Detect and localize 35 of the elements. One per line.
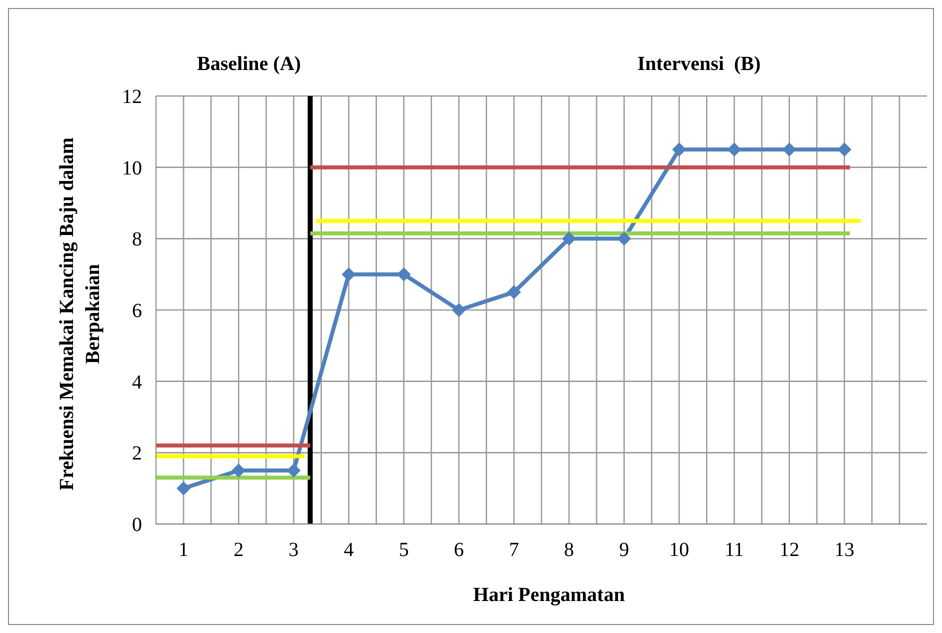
x-tick-label: 1 <box>178 539 189 562</box>
y-tick-label: 0 <box>132 514 142 536</box>
point <box>396 267 411 282</box>
x-tick-label: 9 <box>619 539 630 562</box>
point <box>452 303 466 317</box>
y-tick-label: 12 <box>122 86 142 108</box>
x-tick-label: 5 <box>398 539 409 562</box>
y-axis-title: Frekuensi Memakai Kancing Baju dalam Berpakaian <box>55 136 105 492</box>
point <box>727 142 742 156</box>
x-tick-label: 10 <box>669 539 690 562</box>
y-tick-label: 6 <box>132 300 142 322</box>
point <box>617 232 632 246</box>
point <box>286 464 301 478</box>
point <box>176 481 191 496</box>
point <box>562 232 576 246</box>
x-tick-label: 7 <box>508 539 519 562</box>
x-tick-label: 4 <box>344 539 354 562</box>
x-tick-label: 6 <box>454 539 464 562</box>
y-tick-label: 8 <box>132 228 142 251</box>
text: Intervensi (B) <box>637 53 761 76</box>
x-tick-label: 13 <box>834 539 854 562</box>
x-tick-label: 3 <box>288 539 299 562</box>
x-axis-title: Hari Pengamatan <box>473 584 625 607</box>
text: Baseline (A) <box>197 53 301 76</box>
point <box>342 267 356 282</box>
x-tick-label: 12 <box>779 539 800 562</box>
point <box>672 142 686 156</box>
x-tick-label: 11 <box>724 539 744 562</box>
point <box>506 285 521 300</box>
y-tick-label: 4 <box>132 371 142 394</box>
y-tick-label: 10 <box>122 157 142 180</box>
x-tick-label: 8 <box>564 539 574 562</box>
y-tick-label: 2 <box>132 442 142 465</box>
x-tick-label: 2 <box>234 539 244 562</box>
point <box>782 142 796 156</box>
